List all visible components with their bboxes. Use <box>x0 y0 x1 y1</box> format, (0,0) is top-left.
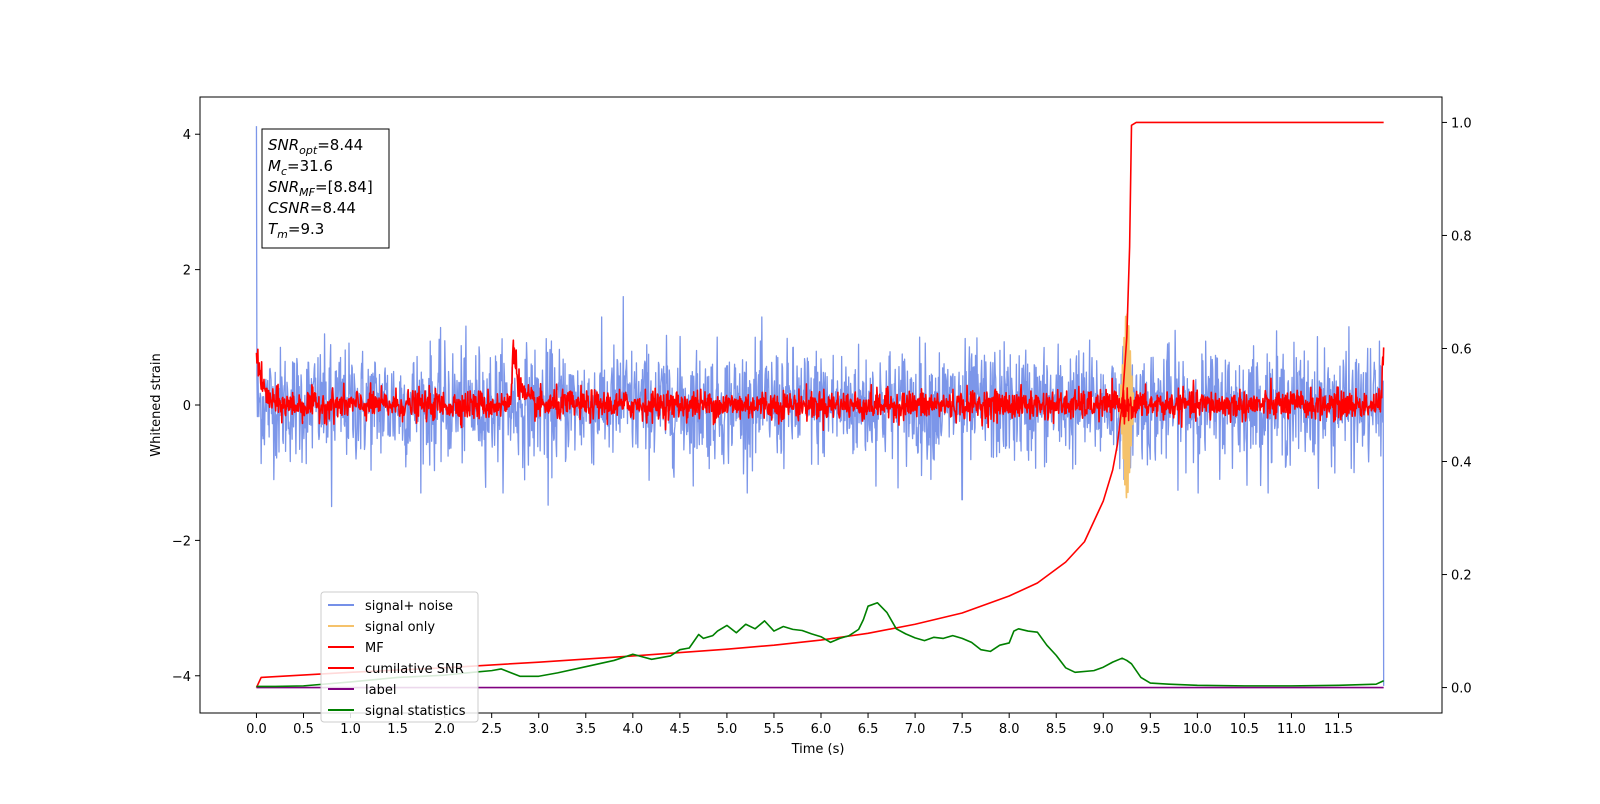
annotation-line: SNRMF=[8.84] <box>268 178 373 199</box>
y-tick-label: −2 <box>172 534 191 549</box>
x-tick-label: 8.5 <box>1046 722 1067 737</box>
x-tick-label: 3.5 <box>575 722 596 737</box>
x-tick-label: 1.5 <box>387 722 408 737</box>
legend: signal+ noise signal only MF cumilative SNR… <box>321 592 478 722</box>
x-tick-label: 0.5 <box>293 722 314 737</box>
legend-label: signal statistics <box>365 704 466 719</box>
x-tick-label: 2.5 <box>481 722 502 737</box>
y-tick-label: 2 <box>183 264 191 279</box>
legend-label: cumilative SNR <box>365 662 464 677</box>
annotation-line: Mc=31.6 <box>268 157 333 178</box>
x-tick-label: 7.5 <box>952 722 973 737</box>
y-tick-label: −4 <box>172 670 191 685</box>
legend-label: label <box>365 683 396 698</box>
y2-tick-label: 1.0 <box>1451 116 1472 131</box>
x-tick-label: 6.0 <box>811 722 832 737</box>
x-tick-label: 10.0 <box>1183 722 1212 737</box>
x-tick-label: 10.5 <box>1230 722 1259 737</box>
x-tick-label: 8.0 <box>999 722 1020 737</box>
x-tick-label: 11.5 <box>1324 722 1353 737</box>
x-tick-label: 0.0 <box>246 722 267 737</box>
x-tick-label: 5.0 <box>717 722 738 737</box>
y-tick-label: 4 <box>183 128 191 143</box>
legend-label: MF <box>365 641 384 656</box>
y2-tick-label: 0.2 <box>1451 569 1472 584</box>
x-tick-label: 3.0 <box>528 722 549 737</box>
y2-tick-label: 0.6 <box>1451 342 1472 357</box>
x-axis-label: Time (s) <box>791 742 845 757</box>
legend-label: signal only <box>365 620 435 635</box>
x-tick-label: 4.5 <box>670 722 691 737</box>
y2-tick-label: 0.8 <box>1451 229 1472 244</box>
annotation-line: Tm=9.3 <box>268 220 324 241</box>
legend-label: signal+ noise <box>365 599 453 614</box>
x-tick-label: 9.5 <box>1140 722 1161 737</box>
x-tick-label: 7.0 <box>905 722 926 737</box>
y-tick-label: 0 <box>183 399 191 414</box>
annotation-box: SNRopt=8.44Mc=31.6SNRMF=[8.84]CSNR=8.44T… <box>262 129 389 248</box>
y2-tick-label: 0.0 <box>1451 682 1472 697</box>
y2-tick-label: 0.4 <box>1451 456 1472 471</box>
x-tick-label: 2.0 <box>434 722 455 737</box>
x-tick-label: 4.0 <box>622 722 643 737</box>
x-tick-label: 5.5 <box>764 722 785 737</box>
x-tick-label: 1.0 <box>340 722 361 737</box>
x-tick-label: 9.0 <box>1093 722 1114 737</box>
y-axis-label: Whitened strain <box>149 353 164 456</box>
annotation-line: CSNR=8.44 <box>268 199 356 217</box>
x-tick-label: 11.0 <box>1277 722 1306 737</box>
x-tick-label: 6.5 <box>858 722 879 737</box>
